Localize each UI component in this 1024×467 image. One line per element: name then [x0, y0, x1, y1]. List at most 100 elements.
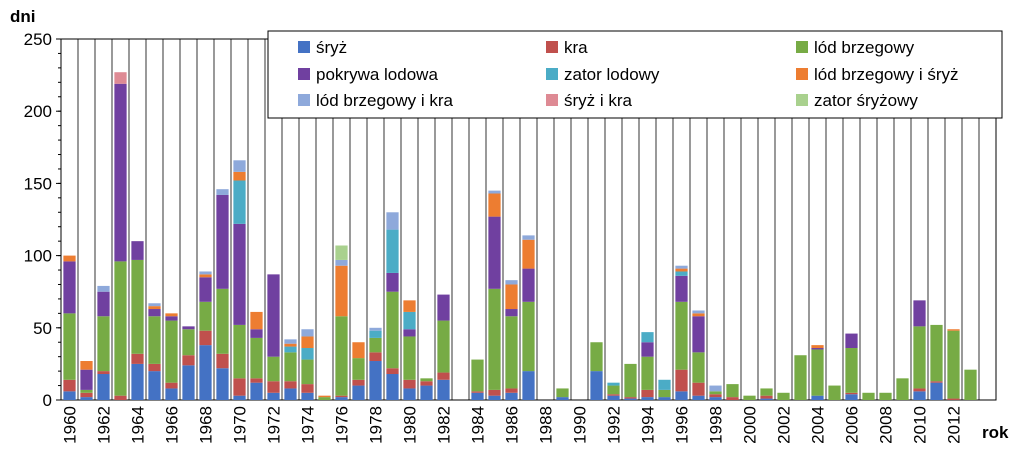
bar-segment: [522, 371, 535, 400]
bar-segment: [913, 391, 926, 400]
bar-segment: [709, 385, 722, 392]
legend-swatch: [298, 68, 310, 80]
bar-segment: [131, 241, 144, 260]
bar-segment: [403, 336, 416, 380]
x-tick-label: 2002: [775, 406, 794, 444]
bar-segment: [522, 235, 535, 240]
bar-segment: [148, 309, 161, 317]
bar-segment: [182, 326, 195, 330]
bar-segment: [556, 388, 569, 398]
bar-segment: [641, 389, 654, 398]
bar-segment: [233, 223, 246, 325]
bar-segment: [947, 398, 960, 400]
x-tick-label: 1964: [129, 406, 148, 444]
bar-segment: [845, 333, 858, 349]
bar-segment: [437, 379, 450, 400]
x-tick-label: 1960: [61, 406, 80, 444]
bar-segment: [80, 361, 93, 370]
bar-segment: [199, 271, 212, 275]
bar-segment: [930, 381, 943, 383]
y-tick-label: 100: [24, 247, 52, 266]
bar-segment: [386, 368, 399, 375]
bar-segment: [301, 348, 314, 360]
bar-segment: [403, 379, 416, 389]
bar-segment: [199, 277, 212, 302]
bar-segment: [488, 193, 501, 217]
bar-segment: [420, 385, 433, 400]
bar-segment: [233, 171, 246, 181]
bar-segment: [505, 316, 518, 389]
bar-segment: [63, 313, 76, 380]
legend-swatch: [546, 41, 558, 53]
bar-segment: [284, 381, 297, 389]
bar-segment: [301, 384, 314, 393]
bar-segment: [233, 180, 246, 224]
bar-segment: [913, 388, 926, 392]
bar-segment: [284, 352, 297, 382]
bar-segment: [692, 313, 705, 317]
bar-segment: [624, 398, 637, 400]
bar-segment: [522, 301, 535, 372]
bar-segment: [216, 353, 229, 369]
bar-segment: [182, 355, 195, 366]
bar-segment: [641, 332, 654, 343]
bar-segment: [386, 272, 399, 292]
bar-segment: [403, 388, 416, 400]
x-axis: 1960 1962 1964 1966 1968 1970 1972 1974 1976 1978…: [61, 406, 964, 444]
bar-segment: [726, 397, 739, 400]
bar-segment: [148, 303, 161, 307]
bar-segment: [828, 385, 841, 400]
bar-segment: [250, 329, 263, 338]
bar-segment: [165, 382, 178, 389]
y-tick-label: 200: [24, 102, 52, 121]
bar-segment: [675, 275, 688, 302]
bar-segment: [811, 395, 824, 400]
bar-segment: [233, 378, 246, 396]
bar-segment: [488, 395, 501, 400]
bar-segment: [352, 379, 365, 386]
bar-segment: [675, 301, 688, 370]
bar-segment: [284, 388, 297, 400]
bar-segment: [794, 355, 807, 400]
x-tick-label: 1976: [333, 406, 352, 444]
bar-segment: [505, 280, 518, 285]
bar-segment: [131, 363, 144, 400]
bar-segment: [63, 255, 76, 262]
x-tick-label: 1968: [197, 406, 216, 444]
bar-segment: [505, 392, 518, 400]
bar-segment: [760, 395, 773, 399]
x-axis-title: rok: [982, 423, 1009, 442]
bar-segment: [896, 378, 909, 400]
bar-segment: [80, 389, 93, 393]
bar-segment: [675, 391, 688, 400]
bars: [63, 72, 977, 400]
legend-label: kra: [564, 38, 588, 57]
bar-segment: [165, 320, 178, 383]
y-tick-label: 250: [24, 30, 52, 49]
x-tick-label: 2000: [741, 406, 760, 444]
x-tick-label: 1972: [265, 406, 284, 444]
bar-segment: [216, 288, 229, 354]
bar-segment: [488, 389, 501, 396]
y-axis-title: dni: [10, 7, 36, 26]
bar-segment: [488, 288, 501, 390]
bar-segment: [811, 349, 824, 396]
x-tick-label: 1992: [605, 406, 624, 444]
bar-segment: [675, 271, 688, 276]
bar-segment: [165, 388, 178, 400]
bar-segment: [760, 388, 773, 396]
bar-segment: [97, 285, 110, 292]
bar-segment: [233, 395, 246, 400]
x-tick-label: 2004: [809, 406, 828, 444]
bar-segment: [63, 261, 76, 314]
y-tick-label: 150: [24, 174, 52, 193]
legend-label: zator lodowy: [564, 65, 660, 84]
bar-segment: [607, 382, 620, 386]
bar-segment: [284, 346, 297, 353]
bar-segment: [267, 274, 280, 357]
bar-segment: [947, 329, 960, 331]
x-tick-label: 2006: [843, 406, 862, 444]
bar-segment: [624, 397, 637, 399]
bar-segment: [165, 313, 178, 317]
